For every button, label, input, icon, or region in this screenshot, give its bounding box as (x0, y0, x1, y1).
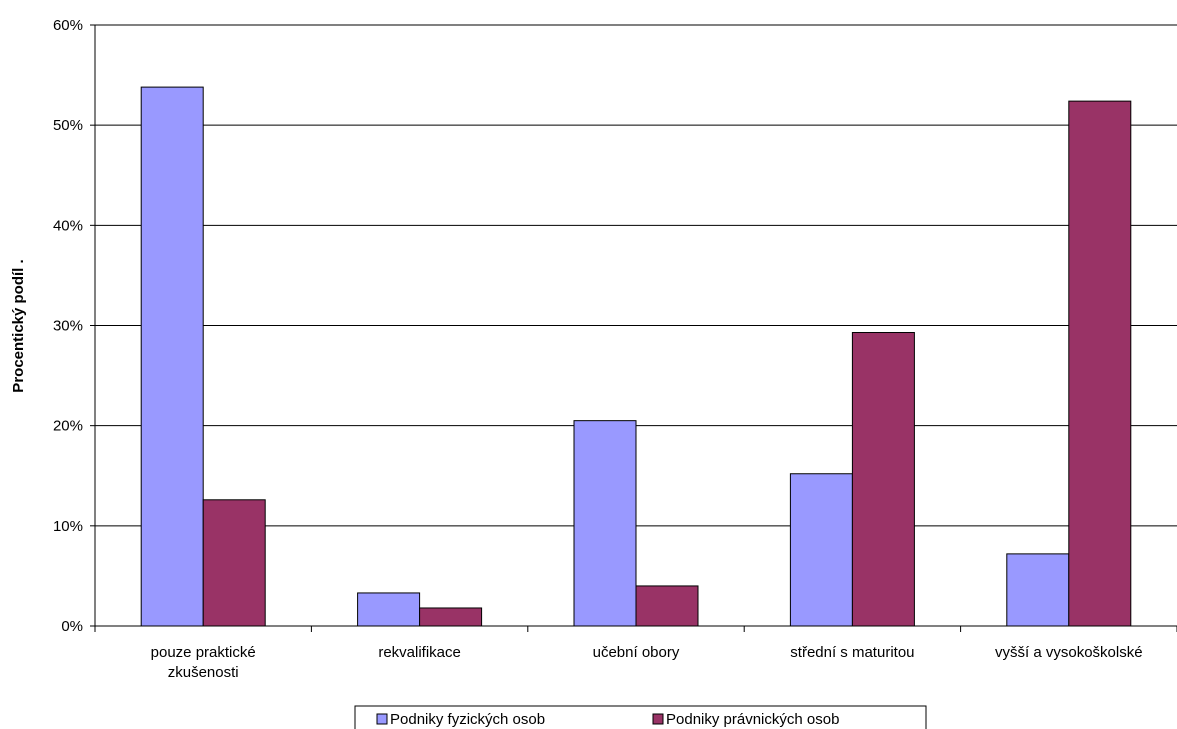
bar-pravnicke (635, 585, 699, 627)
y-axis-title: Procentický podíl . (10, 259, 27, 392)
bar-fyzicke (357, 592, 421, 627)
y-tick-label: 10% (53, 518, 83, 535)
y-tick-label: 20% (53, 418, 83, 435)
x-category-label: učební obory (593, 644, 680, 661)
y-tick-label: 0% (61, 618, 83, 635)
legend-box (354, 705, 927, 729)
legend-label: Podniky právnických osob (666, 711, 839, 728)
bar-fyzicke (1006, 553, 1070, 627)
legend: Podniky fyzických osob Podniky právnickýc… (354, 705, 927, 729)
legend-label: Podniky fyzických osob (390, 711, 545, 728)
x-category-label-line: učební obory (593, 644, 680, 661)
x-category-label-line: zkušenosti (168, 664, 239, 681)
bar-pravnicke (851, 332, 915, 627)
y-tick-labels: 0% 10% 20% 30% 40% 50% 60% (53, 17, 83, 635)
bar-pravnicke (1068, 100, 1132, 627)
x-category-label-line: střední s maturitou (790, 644, 914, 661)
y-tick-label: 40% (53, 217, 83, 234)
bar-fyzicke (573, 420, 637, 627)
y-tick-label: 50% (53, 117, 83, 134)
axes (90, 24, 1177, 632)
x-category-label-line: rekvalifikace (378, 644, 461, 661)
x-category-label-line: pouze praktické (151, 644, 256, 661)
x-category-label: pouze praktické zkušenosti (151, 644, 256, 681)
gridlines (95, 24, 1177, 527)
x-category-labels: pouze praktické zkušenosti rekvalifikace uč… (151, 644, 1143, 681)
x-category-label: střední s maturitou (790, 644, 914, 661)
bar-pravnicke (202, 499, 266, 627)
x-category-label: vyšší a vysokoškolské (995, 644, 1143, 661)
legend-swatch (652, 713, 664, 725)
y-tick-label: 60% (53, 17, 83, 34)
bar-pravnicke (419, 607, 483, 627)
x-category-label-line: vyšší a vysokoškolské (995, 644, 1143, 661)
x-category-label: rekvalifikace (378, 644, 461, 661)
bar-fyzicke (789, 473, 853, 627)
bars (140, 86, 1132, 627)
bar-fyzicke (140, 86, 204, 627)
y-tick-label: 30% (53, 318, 83, 335)
legend-swatch (376, 713, 388, 725)
